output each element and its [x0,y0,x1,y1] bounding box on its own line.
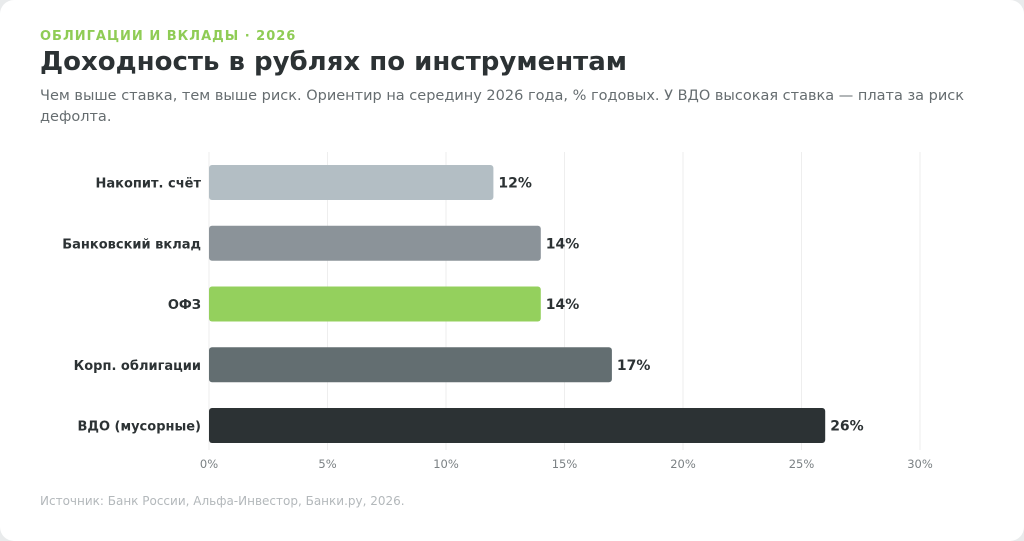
bar [209,286,541,322]
bar-value-label: 26% [830,419,864,435]
bar-chart: 0% 5% 10% 15% 20% 25% 30% Накопит. счёт 12% Банко… [62,152,933,471]
x-tick-label: 5% [318,457,336,471]
bar [209,408,826,443]
x-tick-label: 25% [789,457,815,471]
chart-kicker: ОБЛИГАЦИИ И ВКЛАДЫ · 2026 [40,29,297,44]
bar-value-label: 12% [498,176,532,192]
category-label: ОФЗ [168,298,201,313]
x-tick-label: 30% [907,457,933,471]
category-label: ВДО (мусорные) [77,420,201,435]
chart-subtitle: Чем выше ставка, тем выше риск. Ориентир… [40,88,965,125]
source-note: Источник: Банк России, Альфа-Инвестор, Б… [40,494,405,508]
x-tick-label: 15% [552,457,578,471]
bar [209,165,494,200]
bar [209,347,612,383]
chart-title: Доходность в рублях по инструментам [40,47,628,77]
category-label: Банковский вклад [62,237,201,252]
bar-value-label: 14% [546,297,580,313]
category-label: Корп. облигации [74,359,201,374]
x-tick-label: 20% [670,457,696,471]
category-label: Накопит. счёт [96,177,202,192]
bar [209,225,541,261]
bar-value-label: 17% [617,358,651,374]
bar-value-label: 14% [546,236,580,252]
x-tick-label: 10% [433,457,459,471]
x-tick-label: 0% [200,457,218,471]
